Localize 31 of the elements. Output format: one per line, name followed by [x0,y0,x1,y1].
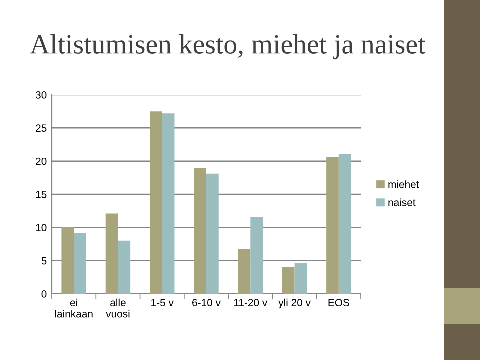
x-tick-label: EOS [328,299,350,307]
bar [282,267,295,294]
y-tick-label: 10 [36,224,47,232]
x-tick-label: 11-20 v [234,299,268,307]
bar [338,154,352,294]
bar [326,157,339,294]
bar [150,112,162,294]
x-tick-label: ei lainkaan [55,298,93,318]
x-tick-label: yli 20 v [278,298,311,309]
bar [162,114,175,294]
y-tick-label: 30 [36,92,47,99]
x-tick-label: 1-5 v [152,299,174,307]
legend-label: naiset [388,198,416,206]
bar [194,168,206,294]
y-tick-label: 15 [36,191,47,198]
y-tick-label: 25 [36,124,47,132]
legend-label: miehet [388,180,420,188]
bar [106,214,118,294]
y-tick-label: 5 [42,257,47,265]
bar [238,250,251,294]
bar [250,217,264,294]
x-tick-label: 6-10 v [192,299,221,307]
bar [294,263,308,294]
bar [74,232,86,294]
bar [118,240,131,294]
bar [62,227,74,294]
bar [206,174,219,294]
chart-title: Altistumisen kesto, miehet ja naiset [30,34,426,60]
y-tick-label: 0 [42,290,47,298]
x-tick-label: alle vuosi [106,298,130,318]
y-tick-label: 20 [36,158,47,166]
